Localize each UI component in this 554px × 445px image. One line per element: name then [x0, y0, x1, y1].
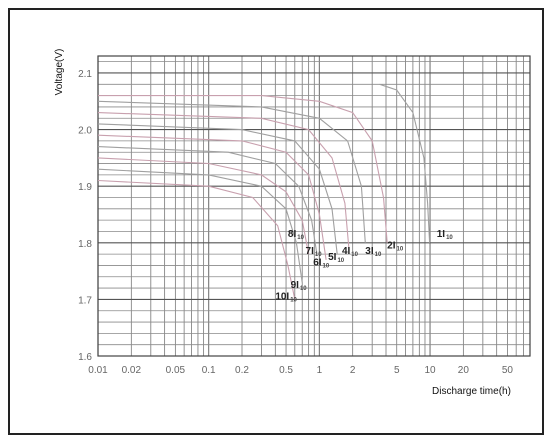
x-tick-label: 10	[424, 365, 436, 376]
chart-curves	[97, 83, 431, 300]
x-tick-label: 50	[502, 365, 514, 376]
x-tick-label: 0.1	[202, 365, 216, 376]
plot-border	[97, 55, 531, 357]
x-axis-ticks: 0.01 0.02 0.05 0.1 0.2 0.5 1 2 5 10 20 50	[88, 365, 513, 376]
x-axis-label: Discharge time(h)	[432, 386, 511, 397]
discharge-curve	[97, 157, 310, 255]
chart-grid	[97, 55, 531, 357]
y-tick-label: 2.1	[78, 69, 92, 80]
y-tick-label: 2.0	[78, 126, 92, 137]
y-axis-label: Voltage(V)	[54, 49, 65, 96]
y-tick-label: 1.6	[78, 352, 92, 363]
discharge-curve	[97, 146, 318, 255]
discharge-curve	[97, 123, 338, 255]
y-tick-label: 1.9	[78, 182, 92, 193]
x-tick-label: 1	[317, 365, 323, 376]
discharge-curve	[97, 134, 327, 260]
x-tick-label: 0.01	[88, 365, 108, 376]
curve-label: 10I10	[275, 291, 297, 303]
curve-label: 9I10	[291, 280, 308, 292]
discharge-curve	[98, 95, 388, 243]
chart-frame: 1I10 2I10 3I10 4I10 5I10 6I10 7I10 8I10 9I10 10I1…	[8, 8, 544, 435]
discharge-curve	[97, 112, 350, 249]
discharge-curve	[97, 168, 303, 283]
x-tick-label: 0.5	[279, 365, 293, 376]
x-tick-label: 0.05	[166, 365, 186, 376]
y-axis-ticks: 1.6 1.7 1.8 1.9 2.0 2.1	[78, 69, 92, 363]
x-tick-label: 20	[458, 365, 470, 376]
discharge-curve	[97, 100, 366, 243]
x-tick-label: 5	[394, 365, 400, 376]
curve-label: 4I10	[342, 246, 359, 258]
curve-label: 3I10	[365, 246, 382, 258]
x-tick-label: 0.02	[122, 365, 142, 376]
y-tick-label: 1.7	[78, 295, 92, 306]
discharge-curve	[97, 179, 296, 300]
discharge-curve	[379, 83, 431, 243]
x-tick-label: 2	[350, 365, 356, 376]
discharge-chart: 1I102I103I104I105I106I107I108I109I1010I1…	[54, 49, 531, 397]
x-tick-label: 0.2	[235, 365, 249, 376]
y-tick-label: 1.8	[78, 239, 92, 250]
curve-label: 1I10	[437, 229, 454, 241]
